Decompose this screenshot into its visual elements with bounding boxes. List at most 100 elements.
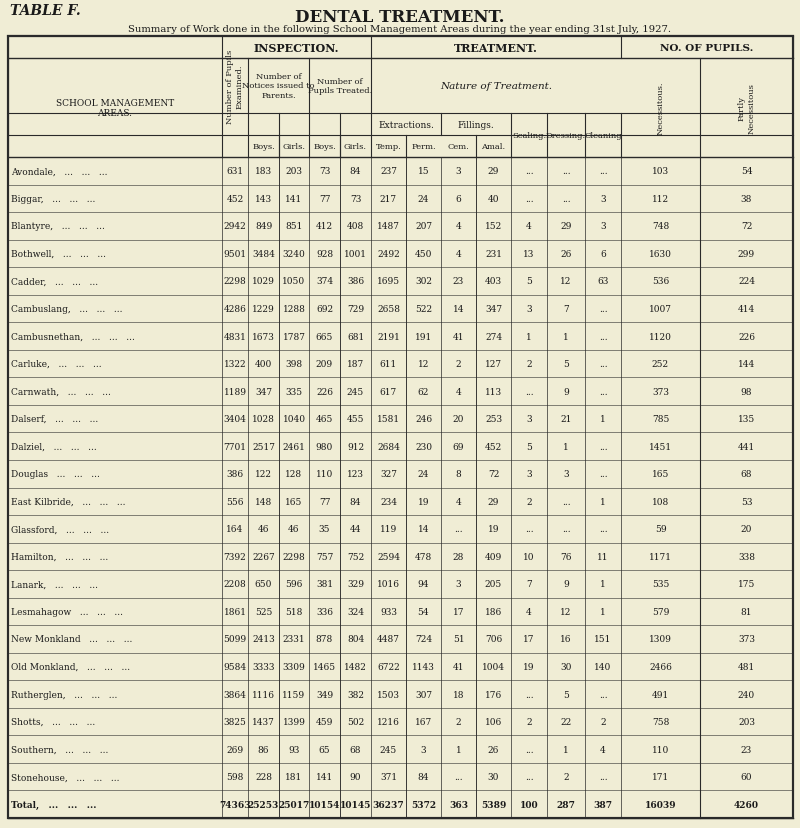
Text: 25253: 25253 [248, 800, 279, 809]
Text: 414: 414 [738, 305, 755, 314]
Text: 217: 217 [380, 195, 397, 204]
Text: 62: 62 [418, 388, 429, 396]
Text: 30: 30 [560, 662, 572, 672]
Text: 23: 23 [453, 277, 464, 286]
Text: 1581: 1581 [377, 415, 400, 424]
Text: 69: 69 [453, 442, 464, 451]
Text: Cambusnethan,   ...   ...   ...: Cambusnethan, ... ... ... [11, 332, 135, 341]
Text: 409: 409 [485, 552, 502, 561]
Text: ...: ... [525, 167, 534, 176]
Text: 209: 209 [316, 359, 333, 368]
Text: 1673: 1673 [252, 332, 275, 341]
Text: 7701: 7701 [223, 442, 246, 451]
Text: 1229: 1229 [252, 305, 275, 314]
Text: NO. OF PUPILS.: NO. OF PUPILS. [660, 43, 754, 52]
Text: 81: 81 [741, 607, 752, 616]
Text: 1322: 1322 [224, 359, 246, 368]
Text: Dalserf,   ...   ...   ...: Dalserf, ... ... ... [11, 415, 98, 424]
Text: Carnwath,   ...   ...   ...: Carnwath, ... ... ... [11, 388, 111, 396]
Text: 135: 135 [738, 415, 755, 424]
Text: 1143: 1143 [412, 662, 435, 672]
Text: 30: 30 [488, 773, 499, 782]
Text: 785: 785 [652, 415, 669, 424]
Text: 10: 10 [523, 552, 534, 561]
Text: Dalziel,   ...   ...   ...: Dalziel, ... ... ... [11, 442, 97, 451]
Text: 757: 757 [316, 552, 333, 561]
Text: ...: ... [598, 359, 607, 368]
Text: ...: ... [598, 332, 607, 341]
Text: 3864: 3864 [223, 690, 246, 699]
Text: Dressing.: Dressing. [546, 132, 586, 140]
Text: 141: 141 [316, 773, 333, 782]
Text: 1487: 1487 [377, 222, 400, 231]
Text: 7392: 7392 [224, 552, 246, 561]
Text: 1116: 1116 [252, 690, 275, 699]
Text: ...: ... [525, 690, 534, 699]
Text: 9584: 9584 [223, 662, 246, 672]
Text: 3: 3 [563, 469, 569, 479]
Text: ...: ... [525, 195, 534, 204]
Text: ...: ... [598, 773, 607, 782]
Text: 51: 51 [453, 635, 464, 643]
Text: DENTAL TREATMENT.: DENTAL TREATMENT. [295, 8, 505, 26]
Text: Total,   ...   ...   ...: Total, ... ... ... [11, 800, 97, 809]
Text: 65: 65 [318, 744, 330, 753]
Text: Cleaning: Cleaning [584, 132, 622, 140]
Text: 4: 4 [456, 249, 462, 258]
Text: 4487: 4487 [377, 635, 400, 643]
Text: Blantyre,   ...   ...   ...: Blantyre, ... ... ... [11, 222, 105, 231]
Text: 596: 596 [286, 580, 302, 589]
Text: 478: 478 [415, 552, 432, 561]
Text: 371: 371 [380, 773, 397, 782]
Text: 15: 15 [418, 167, 430, 176]
Text: ...: ... [454, 525, 463, 534]
Text: 329: 329 [347, 580, 364, 589]
Text: 5389: 5389 [481, 800, 506, 809]
Text: Nature of Treatment.: Nature of Treatment. [440, 82, 552, 91]
Text: TREATMENT.: TREATMENT. [454, 42, 538, 54]
Text: Fillings.: Fillings. [458, 120, 494, 129]
Text: 928: 928 [316, 249, 333, 258]
Text: 1: 1 [456, 744, 462, 753]
Text: 3: 3 [600, 222, 606, 231]
Text: 2331: 2331 [282, 635, 306, 643]
Text: 459: 459 [316, 717, 333, 726]
Text: 1861: 1861 [223, 607, 246, 616]
Text: 2: 2 [456, 717, 462, 726]
Text: 729: 729 [347, 305, 364, 314]
Text: 68: 68 [350, 744, 362, 753]
Text: 3: 3 [526, 415, 532, 424]
Text: 1482: 1482 [344, 662, 367, 672]
Text: East Kilbride,   ...   ...   ...: East Kilbride, ... ... ... [11, 497, 126, 506]
Text: 1: 1 [600, 415, 606, 424]
Text: 171: 171 [652, 773, 669, 782]
Text: 1465: 1465 [313, 662, 336, 672]
Text: Douglas   ...   ...   ...: Douglas ... ... ... [11, 469, 100, 479]
Text: 86: 86 [258, 744, 270, 753]
Text: Number of
Pupils Treated.: Number of Pupils Treated. [308, 78, 372, 95]
Text: 46: 46 [288, 525, 300, 534]
Text: 12: 12 [560, 277, 572, 286]
Text: Girls.: Girls. [282, 142, 306, 151]
Text: 228: 228 [255, 773, 272, 782]
Text: 536: 536 [652, 277, 669, 286]
Text: 148: 148 [255, 497, 272, 506]
Text: 327: 327 [380, 469, 397, 479]
Text: 11: 11 [598, 552, 609, 561]
Text: 6: 6 [600, 249, 606, 258]
Text: 579: 579 [652, 607, 669, 616]
Text: 112: 112 [652, 195, 669, 204]
Text: 452: 452 [226, 195, 244, 204]
Text: 12: 12 [418, 359, 429, 368]
Text: 481: 481 [738, 662, 755, 672]
Text: Partly
Necessitous: Partly Necessitous [738, 83, 755, 134]
Text: 1: 1 [526, 332, 532, 341]
Text: 19: 19 [418, 497, 430, 506]
Text: 3333: 3333 [252, 662, 274, 672]
Text: 73: 73 [350, 195, 361, 204]
Text: 110: 110 [652, 744, 669, 753]
Text: 106: 106 [485, 717, 502, 726]
Text: 851: 851 [286, 222, 302, 231]
Text: 72: 72 [488, 469, 499, 479]
Text: TABLE F.: TABLE F. [10, 4, 81, 18]
